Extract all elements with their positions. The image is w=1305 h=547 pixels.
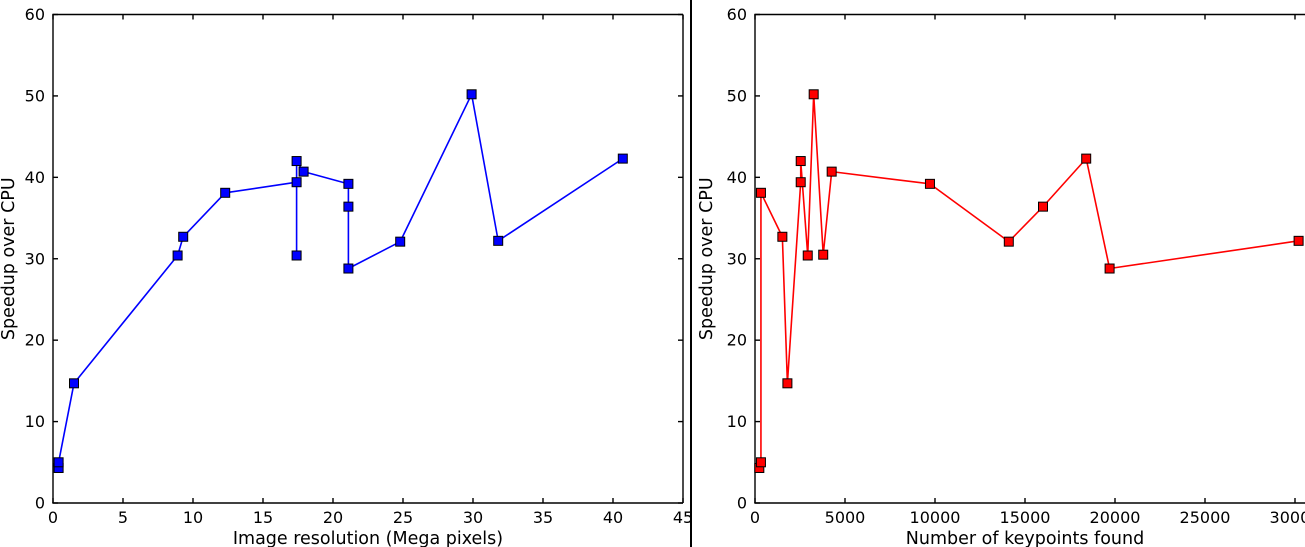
x-tick-label: 40 xyxy=(603,508,623,527)
x-tick-label: 10000 xyxy=(910,508,961,527)
data-point-marker xyxy=(808,89,819,100)
x-axis-label: Image resolution (Mega pixels) xyxy=(233,529,503,547)
data-point-marker xyxy=(1038,201,1048,212)
tick-labels: 0 5 10 15 20 25 30 35 40 45 0 10 20 30 40 50 60 xyxy=(25,5,690,527)
x-tick-label: 45 xyxy=(673,508,690,527)
x-tick-label: 5 xyxy=(118,508,128,527)
y-tick-label: 40 xyxy=(25,168,45,187)
data-point-marker xyxy=(802,250,813,261)
y-tick-label: 20 xyxy=(25,331,45,350)
data-point-marker xyxy=(343,178,354,189)
x-tick-label: 5000 xyxy=(825,508,866,527)
data-point-marker xyxy=(220,187,231,198)
chart-speedup-vs-resolution: 0 5 10 15 20 25 30 35 40 45 0 10 20 30 40 50 60 Image res… xyxy=(0,5,690,547)
y-tick-label: 50 xyxy=(25,86,45,105)
data-point-marker xyxy=(1003,236,1014,247)
data-point-marker xyxy=(343,201,354,212)
y-tick-label: 0 xyxy=(35,494,45,513)
x-tick-label: 0 xyxy=(750,508,760,527)
y-tick-label: 10 xyxy=(727,412,747,431)
y-axis-label: Speedup over CPU xyxy=(0,177,19,340)
data-point-marker xyxy=(818,249,829,260)
x-axis-label: Number of keypoints found xyxy=(906,529,1144,547)
axis-ticks xyxy=(52,13,684,504)
x-tick-label: 20 xyxy=(323,508,343,527)
y-tick-label: 60 xyxy=(727,5,747,24)
data-point-marker xyxy=(795,156,806,167)
data-point-marker xyxy=(395,236,406,247)
data-point-marker xyxy=(53,457,64,468)
series-line xyxy=(57,93,624,468)
x-tick-label: 15000 xyxy=(1000,508,1051,527)
y-tick-label: 30 xyxy=(727,249,747,268)
data-point-marker xyxy=(291,177,302,188)
data-point-marker xyxy=(69,378,79,389)
axes-spines xyxy=(754,13,1305,504)
x-tick-label: 30000 xyxy=(1270,508,1305,527)
series-line xyxy=(758,93,1299,469)
data-point-marker xyxy=(172,250,183,261)
y-tick-label: 60 xyxy=(25,5,45,24)
x-tick-label: 25 xyxy=(393,508,413,527)
axis-ticks xyxy=(754,13,1296,504)
tick-labels: 0 5000 10000 15000 20000 25000 30000 0 10 20 30 40 5… xyxy=(727,5,1305,527)
y-tick-label: 30 xyxy=(25,249,45,268)
data-point-marker xyxy=(924,178,935,189)
data-point-marker xyxy=(1293,235,1304,246)
y-tick-label: 10 xyxy=(25,412,45,431)
chart-speedup-vs-keypoints: 0 5000 10000 15000 20000 25000 30000 0 10 20 30 40 5… xyxy=(697,5,1305,547)
x-tick-label: 10 xyxy=(183,508,203,527)
plot-area: 0 5 10 15 20 25 30 35 40 45 0 10 20 30 40 50 60 Image res… xyxy=(0,5,690,547)
data-point-marker xyxy=(466,89,477,100)
y-axis-label: Speedup over CPU xyxy=(697,177,717,340)
data-point-marker xyxy=(755,457,766,468)
series-markers xyxy=(754,89,1304,473)
data-point-marker xyxy=(1104,263,1115,274)
y-tick-label: 50 xyxy=(727,86,747,105)
y-tick-label: 20 xyxy=(727,331,747,350)
data-point-marker xyxy=(178,231,189,242)
data-point-marker xyxy=(617,153,628,164)
series-markers xyxy=(53,89,628,473)
y-tick-label: 40 xyxy=(727,168,747,187)
data-point-marker xyxy=(782,378,793,389)
x-tick-label: 25000 xyxy=(1180,508,1231,527)
x-tick-label: 15 xyxy=(253,508,273,527)
data-point-marker xyxy=(1081,153,1092,164)
data-point-marker xyxy=(777,231,788,242)
data-point-marker xyxy=(755,187,766,198)
x-tick-label: 30 xyxy=(463,508,483,527)
x-tick-label: 0 xyxy=(48,508,58,527)
data-point-marker xyxy=(298,166,309,177)
x-tick-label: 35 xyxy=(533,508,553,527)
data-point-marker xyxy=(343,263,354,274)
plot-area: 0 5000 10000 15000 20000 25000 30000 0 10 20 30 40 5… xyxy=(697,5,1305,547)
data-point-marker xyxy=(826,166,837,177)
data-point-marker xyxy=(493,235,504,246)
data-point-marker xyxy=(291,156,302,167)
x-tick-label: 20000 xyxy=(1090,508,1141,527)
y-tick-label: 0 xyxy=(737,494,747,513)
data-point-marker xyxy=(795,177,806,188)
chart-divider xyxy=(690,0,692,547)
data-point-marker xyxy=(291,250,302,261)
